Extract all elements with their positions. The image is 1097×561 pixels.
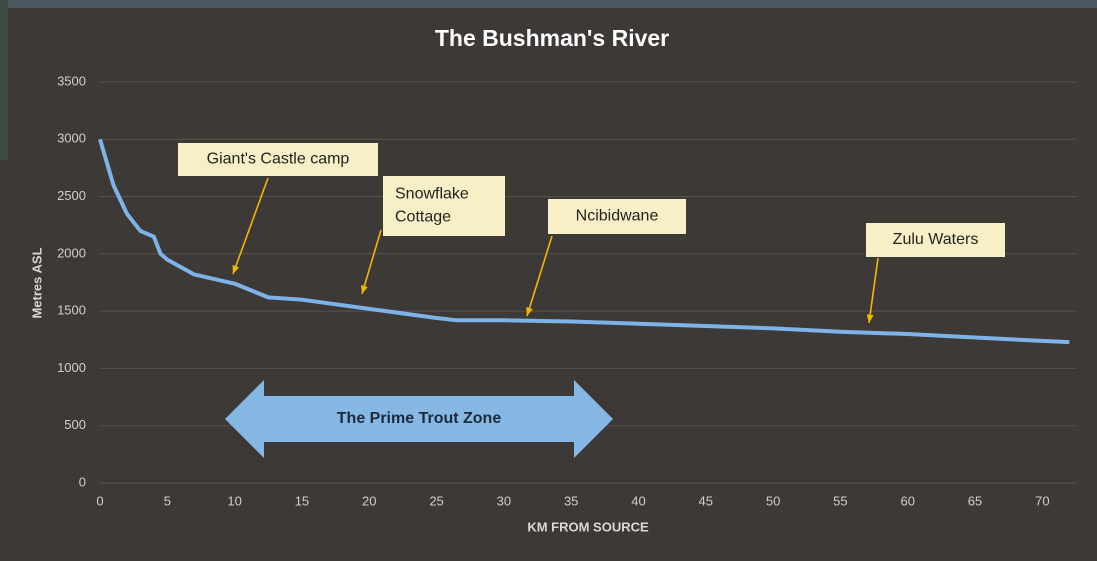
annotation-text: Ncibidwane xyxy=(576,208,659,225)
page: The Bushman's River KM FROM SOURCE Metre… xyxy=(0,0,1097,561)
x-tick-label: 10 xyxy=(227,493,241,508)
x-tick-label: 30 xyxy=(497,493,511,508)
y-tick-label: 3000 xyxy=(57,131,86,146)
y-tick-label: 500 xyxy=(64,417,86,432)
x-tick-label: 50 xyxy=(766,493,780,508)
photo-edge xyxy=(0,0,8,160)
x-tick-label: 60 xyxy=(900,493,914,508)
x-tick-label: 35 xyxy=(564,493,578,508)
y-tick-label: 2000 xyxy=(57,245,86,260)
x-tick-label: 40 xyxy=(631,493,645,508)
x-tick-label: 15 xyxy=(295,493,309,508)
chart: The Bushman's River KM FROM SOURCE Metre… xyxy=(0,0,1097,561)
y-axis-title: Metres ASL xyxy=(29,247,44,318)
annotation-text: Giant's Castle camp xyxy=(207,151,350,168)
x-tick-label: 65 xyxy=(968,493,982,508)
annotation-text: Cottage xyxy=(395,209,451,226)
x-tick-label: 20 xyxy=(362,493,376,508)
annotation-text: Zulu Waters xyxy=(893,231,979,248)
y-tick-label: 2500 xyxy=(57,188,86,203)
x-tick-label: 45 xyxy=(699,493,713,508)
annotation-text: Snowflake xyxy=(395,186,469,203)
x-axis-title: KM FROM SOURCE xyxy=(527,519,649,534)
zone-label: The Prime Trout Zone xyxy=(337,410,502,427)
photo-edge xyxy=(0,0,1097,8)
x-tick-label: 0 xyxy=(96,493,103,508)
y-tick-label: 3500 xyxy=(57,73,86,88)
y-tick-label: 1000 xyxy=(57,360,86,375)
x-tick-label: 25 xyxy=(429,493,443,508)
chart-title: The Bushman's River xyxy=(435,25,669,51)
x-tick-label: 70 xyxy=(1035,493,1049,508)
x-tick-label: 55 xyxy=(833,493,847,508)
background xyxy=(0,0,1097,561)
y-tick-label: 1500 xyxy=(57,303,86,318)
x-tick-label: 5 xyxy=(164,493,171,508)
y-tick-label: 0 xyxy=(79,474,86,489)
